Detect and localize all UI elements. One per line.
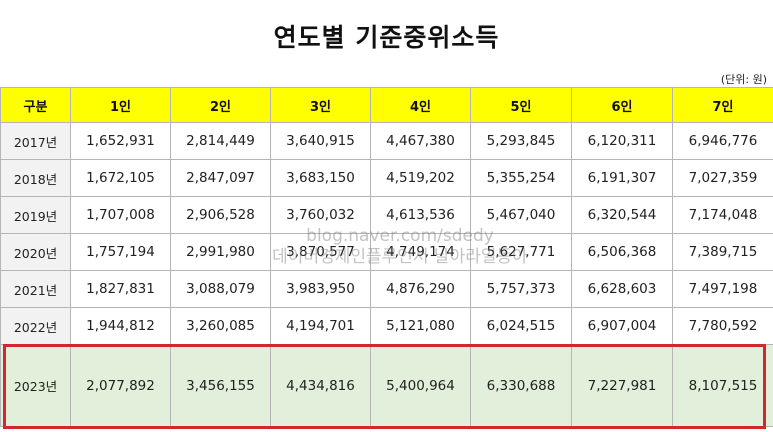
value-cell: 4,194,701 bbox=[270, 307, 371, 345]
value-cell: 6,120,311 bbox=[571, 122, 673, 160]
value-cell: 7,174,048 bbox=[672, 196, 773, 234]
value-cell: 3,088,079 bbox=[170, 270, 271, 308]
header-3-person: 3인 bbox=[270, 87, 371, 123]
value-cell: 6,628,603 bbox=[571, 270, 673, 308]
value-cell: 1,652,931 bbox=[70, 122, 171, 160]
highlighted-table-row: 2023년 2,077,892 3,456,155 4,434,816 5,40… bbox=[0, 344, 773, 427]
year-cell: 2021년 bbox=[0, 270, 71, 308]
table-row: 2019년 1,707,008 2,906,528 3,760,032 4,61… bbox=[0, 196, 773, 234]
value-cell: 6,024,515 bbox=[470, 307, 572, 345]
value-cell: 3,260,085 bbox=[170, 307, 271, 345]
unit-note: (단위: 원) bbox=[720, 73, 767, 86]
table-row: 2020년 1,757,194 2,991,980 3,870,577 4,74… bbox=[0, 233, 773, 271]
value-cell: 5,355,254 bbox=[470, 159, 572, 197]
value-cell: 3,456,155 bbox=[170, 344, 271, 427]
value-cell: 4,434,816 bbox=[270, 344, 371, 427]
header-category: 구분 bbox=[0, 87, 71, 123]
header-7-person: 7인 bbox=[672, 87, 773, 123]
year-cell: 2019년 bbox=[0, 196, 71, 234]
value-cell: 6,191,307 bbox=[571, 159, 673, 197]
value-cell: 1,707,008 bbox=[70, 196, 171, 234]
header-6-person: 6인 bbox=[571, 87, 673, 123]
year-cell: 2022년 bbox=[0, 307, 71, 345]
value-cell: 3,683,150 bbox=[270, 159, 371, 197]
value-cell: 4,749,174 bbox=[370, 233, 471, 271]
value-cell: 6,506,368 bbox=[571, 233, 673, 271]
page-title: 연도별 기준중위소득 bbox=[273, 23, 500, 52]
table-row: 2017년 1,652,931 2,814,449 3,640,915 4,46… bbox=[0, 122, 773, 160]
value-cell: 8,107,515 bbox=[672, 344, 773, 427]
value-cell: 1,672,105 bbox=[70, 159, 171, 197]
value-cell: 5,293,845 bbox=[470, 122, 572, 160]
value-cell: 5,400,964 bbox=[370, 344, 471, 427]
header-4-person: 4인 bbox=[370, 87, 471, 123]
table-row: 2021년 1,827,831 3,088,079 3,983,950 4,87… bbox=[0, 270, 773, 308]
year-cell: 2023년 bbox=[0, 344, 71, 427]
value-cell: 5,467,040 bbox=[470, 196, 572, 234]
value-cell: 4,613,536 bbox=[370, 196, 471, 234]
median-income-table: 구분 1인 2인 3인 4인 5인 6인 7인 2017년 1,652,931 … bbox=[0, 87, 773, 427]
value-cell: 2,814,449 bbox=[170, 122, 271, 160]
value-cell: 2,847,097 bbox=[170, 159, 271, 197]
value-cell: 4,519,202 bbox=[370, 159, 471, 197]
value-cell: 6,907,004 bbox=[571, 307, 673, 345]
year-cell: 2017년 bbox=[0, 122, 71, 160]
value-cell: 5,757,373 bbox=[470, 270, 572, 308]
header-5-person: 5인 bbox=[470, 87, 572, 123]
value-cell: 6,330,688 bbox=[470, 344, 572, 427]
value-cell: 3,870,577 bbox=[270, 233, 371, 271]
value-cell: 7,227,981 bbox=[571, 344, 673, 427]
value-cell: 3,983,950 bbox=[270, 270, 371, 308]
table-row: 2022년 1,944,812 3,260,085 4,194,701 5,12… bbox=[0, 307, 773, 345]
value-cell: 4,467,380 bbox=[370, 122, 471, 160]
value-cell: 5,121,080 bbox=[370, 307, 471, 345]
value-cell: 4,876,290 bbox=[370, 270, 471, 308]
year-cell: 2020년 bbox=[0, 233, 71, 271]
value-cell: 7,027,359 bbox=[672, 159, 773, 197]
year-cell: 2018년 bbox=[0, 159, 71, 197]
value-cell: 2,077,892 bbox=[70, 344, 171, 427]
value-cell: 1,757,194 bbox=[70, 233, 171, 271]
value-cell: 3,760,032 bbox=[270, 196, 371, 234]
value-cell: 7,389,715 bbox=[672, 233, 773, 271]
value-cell: 5,627,771 bbox=[470, 233, 572, 271]
value-cell: 7,780,592 bbox=[672, 307, 773, 345]
table-header-row: 구분 1인 2인 3인 4인 5인 6인 7인 bbox=[0, 87, 773, 123]
value-cell: 1,944,812 bbox=[70, 307, 171, 345]
header-1-person: 1인 bbox=[70, 87, 171, 123]
value-cell: 6,946,776 bbox=[672, 122, 773, 160]
value-cell: 3,640,915 bbox=[270, 122, 371, 160]
value-cell: 2,991,980 bbox=[170, 233, 271, 271]
value-cell: 1,827,831 bbox=[70, 270, 171, 308]
value-cell: 7,497,198 bbox=[672, 270, 773, 308]
value-cell: 2,906,528 bbox=[170, 196, 271, 234]
table-row: 2018년 1,672,105 2,847,097 3,683,150 4,51… bbox=[0, 159, 773, 197]
value-cell: 6,320,544 bbox=[571, 196, 673, 234]
header-2-person: 2인 bbox=[170, 87, 271, 123]
